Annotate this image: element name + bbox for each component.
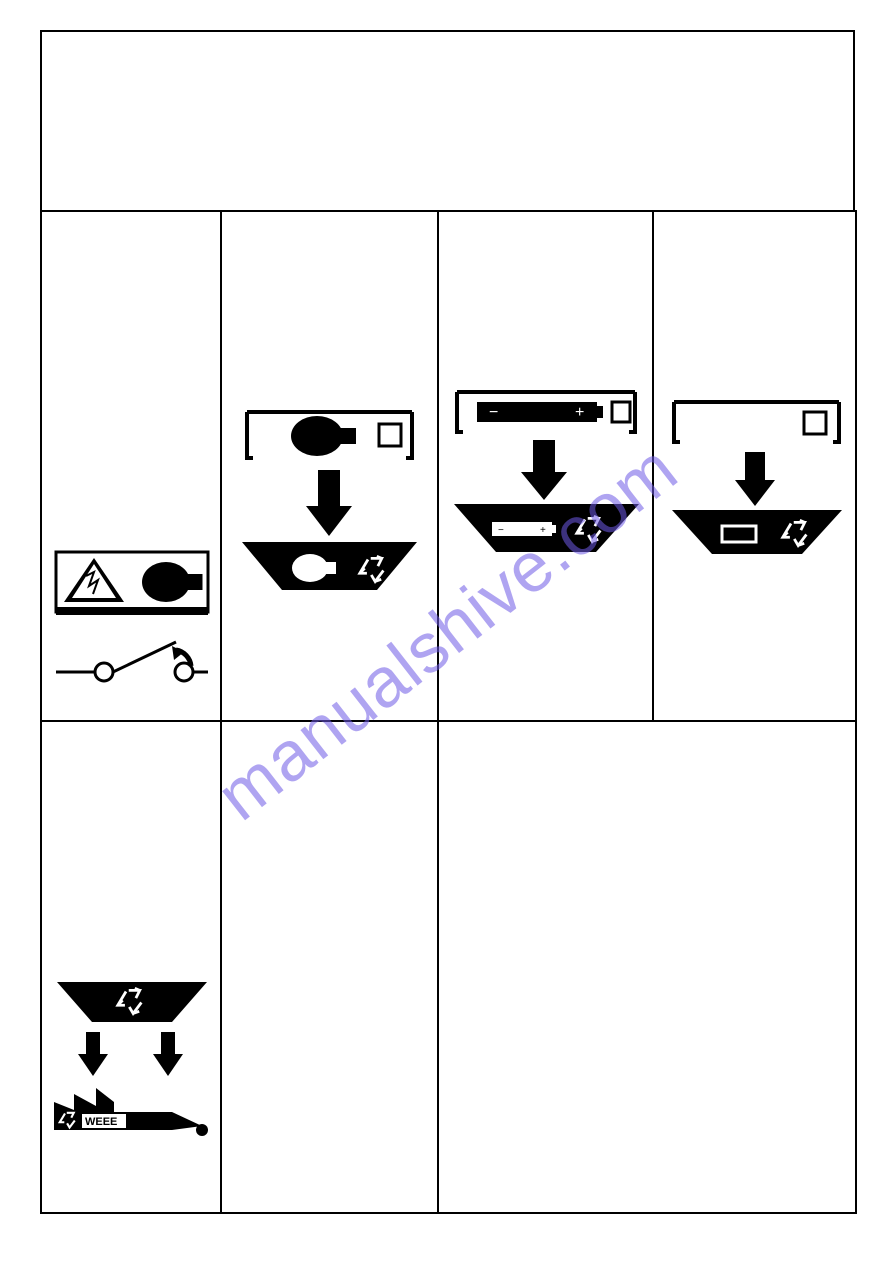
page-frame: − + − +	[40, 30, 855, 1210]
svg-text:−: −	[498, 525, 504, 536]
cell-r2c1	[40, 210, 222, 722]
weee-label: WEEE	[85, 1116, 117, 1128]
svg-text:+: +	[540, 525, 546, 536]
cell-r3c2	[220, 720, 439, 1214]
svg-text:+: +	[575, 404, 584, 421]
item-to-recycle-bin-icon	[654, 212, 859, 722]
cell-r3c3	[437, 720, 857, 1214]
cell-r2c4	[652, 210, 857, 722]
cell-r2c2	[220, 210, 439, 722]
cell-r2c3: − + − +	[437, 210, 654, 722]
svg-text:−: −	[489, 404, 498, 421]
bin-to-weee-icon: WEEE	[42, 722, 222, 1214]
warning-bulb-disconnect-icon	[42, 212, 222, 722]
cell-r3c1: WEEE	[40, 720, 222, 1214]
bulb-to-recycle-bin-icon	[222, 212, 437, 722]
battery-to-recycle-bin-icon: − + − +	[439, 212, 654, 722]
header-cell	[40, 30, 855, 212]
